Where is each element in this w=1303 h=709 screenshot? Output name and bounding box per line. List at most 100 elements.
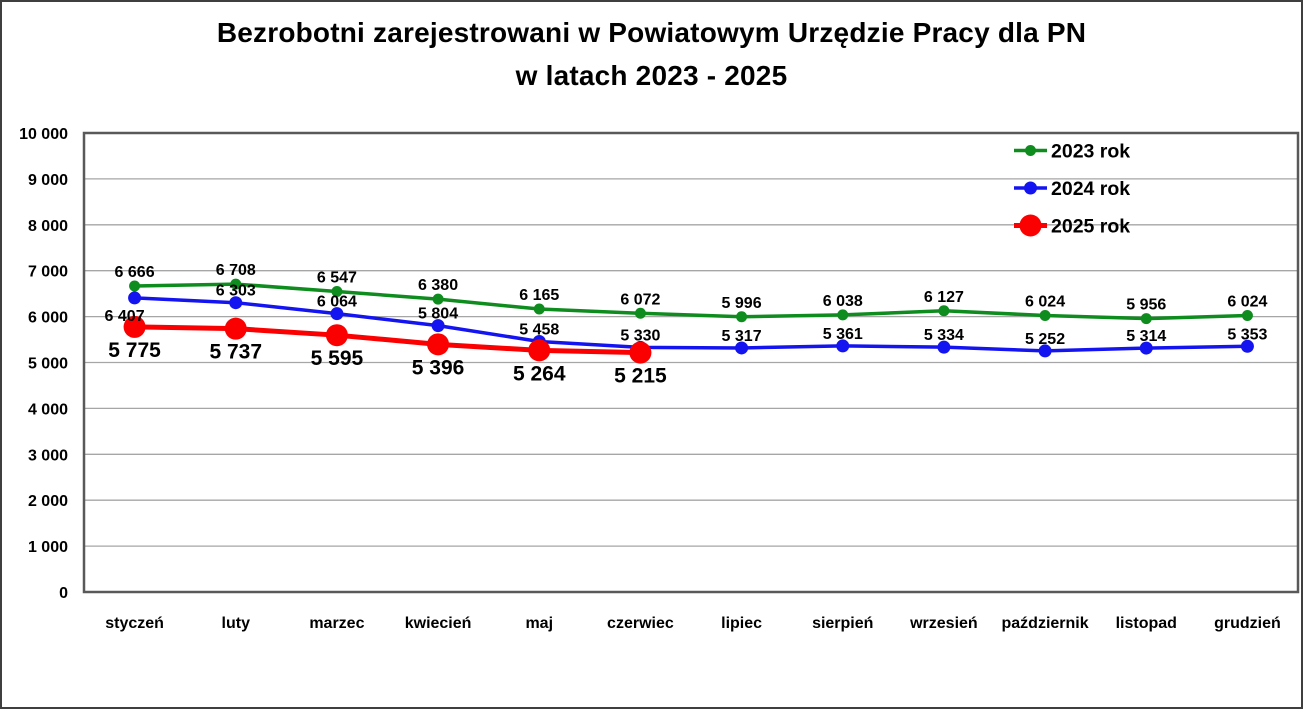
legend-item: 2025 rok bbox=[1014, 214, 1130, 238]
data-label: 6 072 bbox=[620, 291, 660, 308]
data-label: 6 708 bbox=[216, 262, 256, 279]
legend-item: 2023 rok bbox=[1014, 141, 1130, 163]
data-label: 6 380 bbox=[418, 277, 458, 294]
x-axis: styczeń luty marzec kwiecień maj czerwiec lipi… bbox=[105, 615, 1281, 632]
data-point bbox=[1240, 339, 1254, 353]
data-label: 5 996 bbox=[722, 295, 762, 312]
data-point bbox=[431, 319, 445, 333]
data-point bbox=[937, 340, 951, 354]
chart-title-line1: Bezrobotni zarejestrowani w Powiatowym U… bbox=[216, 17, 1087, 48]
plot-area-border bbox=[82, 131, 1300, 594]
data-label: 6 303 bbox=[216, 283, 256, 300]
data-point bbox=[230, 278, 242, 290]
legend-marker bbox=[1024, 181, 1037, 195]
data-label: 5 334 bbox=[924, 327, 964, 344]
series-line bbox=[132, 324, 643, 356]
data-label: 6 547 bbox=[317, 269, 357, 286]
data-label: 5 775 bbox=[108, 339, 161, 362]
data-point bbox=[229, 296, 243, 310]
legend-marker bbox=[1025, 145, 1036, 156]
series-line bbox=[132, 282, 1250, 321]
x-axis-label: maj bbox=[525, 615, 553, 632]
data-point bbox=[938, 305, 950, 317]
y-axis-tick-label: 0 bbox=[59, 585, 68, 602]
legend-label: 2025 rok bbox=[1051, 216, 1130, 238]
x-axis-label: kwiecień bbox=[405, 615, 472, 632]
y-axis-tick-label: 2 000 bbox=[28, 493, 68, 510]
x-axis-label: styczeń bbox=[105, 615, 164, 632]
x-axis-label: październik bbox=[1002, 615, 1089, 632]
data-point bbox=[1139, 341, 1153, 355]
data-label: 5 330 bbox=[620, 327, 660, 344]
data-label: 5 737 bbox=[209, 341, 262, 364]
x-axis-label: sierpień bbox=[812, 615, 873, 632]
data-point bbox=[736, 311, 748, 323]
data-label: 6 165 bbox=[519, 287, 559, 304]
x-axis-label: grudzień bbox=[1214, 615, 1281, 632]
series-2025-rok bbox=[123, 315, 652, 364]
y-axis-tick-label: 9 000 bbox=[28, 172, 68, 189]
data-point bbox=[629, 341, 652, 364]
y-axis-tick-label: 4 000 bbox=[28, 401, 68, 418]
x-axis-label: luty bbox=[222, 615, 251, 632]
data-point bbox=[735, 341, 749, 355]
y-axis-tick-label: 1 000 bbox=[28, 539, 68, 556]
data-point bbox=[528, 339, 551, 362]
data-label: 5 361 bbox=[823, 326, 863, 343]
series-labels-2025-rok: 5 775 5 737 5 595 5 396 5 264 5 215 bbox=[108, 339, 667, 388]
data-label: 6 024 bbox=[1227, 293, 1267, 310]
data-label: 5 215 bbox=[614, 365, 667, 388]
y-axis-tick-label: 10 000 bbox=[19, 126, 68, 143]
series-labels-2023-rok: 6 666 6 708 6 547 6 380 6 165 6 072 5 996 6 038… bbox=[115, 262, 1268, 314]
data-point bbox=[533, 303, 545, 315]
data-point bbox=[123, 315, 146, 338]
legend-marker bbox=[1019, 214, 1042, 237]
x-axis-label: lipiec bbox=[721, 615, 762, 632]
data-label: 5 353 bbox=[1227, 326, 1267, 343]
y-axis-tick-label: 5 000 bbox=[28, 356, 68, 373]
data-label: 6 127 bbox=[924, 289, 964, 306]
y-axis-tick-label: 3 000 bbox=[28, 447, 68, 464]
data-label: 6 038 bbox=[823, 293, 863, 310]
data-label: 6 024 bbox=[1025, 293, 1065, 310]
chart-title: Bezrobotni zarejestrowani w Powiatowym U… bbox=[2, 11, 1301, 97]
data-label: 6 064 bbox=[317, 294, 357, 311]
data-point bbox=[330, 307, 344, 321]
legend: 2023 rok 2024 rok 2025 rok bbox=[1014, 141, 1130, 238]
legend-label: 2024 rok bbox=[1051, 178, 1130, 200]
data-point bbox=[432, 293, 444, 305]
data-point bbox=[836, 339, 850, 353]
data-point bbox=[129, 280, 141, 292]
data-point bbox=[1140, 313, 1152, 325]
y-axis-tick-label: 6 000 bbox=[28, 310, 68, 327]
legend-label: 2023 rok bbox=[1051, 141, 1130, 163]
data-label: 5 804 bbox=[418, 306, 458, 323]
data-label: 6 666 bbox=[115, 264, 155, 281]
data-point bbox=[1039, 309, 1051, 321]
series-2023-rok bbox=[129, 278, 1253, 325]
series-labels-2024-rok: 6 407 6 303 6 064 5 804 5 458 5 330 5 317 5 361… bbox=[105, 283, 1268, 348]
data-label: 5 396 bbox=[412, 356, 465, 379]
legend-item: 2024 rok bbox=[1014, 178, 1130, 200]
series-2024-rok bbox=[128, 291, 1254, 358]
data-point bbox=[427, 333, 450, 356]
data-label: 5 317 bbox=[722, 328, 762, 345]
data-label: 5 458 bbox=[519, 321, 559, 338]
data-label: 6 407 bbox=[105, 308, 145, 325]
data-label: 5 264 bbox=[513, 362, 566, 385]
data-point bbox=[224, 317, 247, 340]
y-axis-tick-label: 7 000 bbox=[28, 264, 68, 281]
x-axis-label: wrzesień bbox=[909, 615, 978, 632]
x-axis-label: listopad bbox=[1116, 615, 1177, 632]
x-axis-label: marzec bbox=[309, 615, 364, 632]
y-axis: 0 1 000 2 000 3 000 4 000 5 000 6 000 7 000 8 00… bbox=[19, 126, 68, 602]
data-point bbox=[1038, 344, 1052, 358]
data-point bbox=[634, 307, 646, 319]
data-label: 5 956 bbox=[1126, 297, 1166, 314]
data-label: 5 314 bbox=[1126, 328, 1166, 345]
data-point bbox=[331, 285, 343, 297]
data-point bbox=[325, 324, 348, 347]
y-axis-tick-label: 8 000 bbox=[28, 218, 68, 235]
